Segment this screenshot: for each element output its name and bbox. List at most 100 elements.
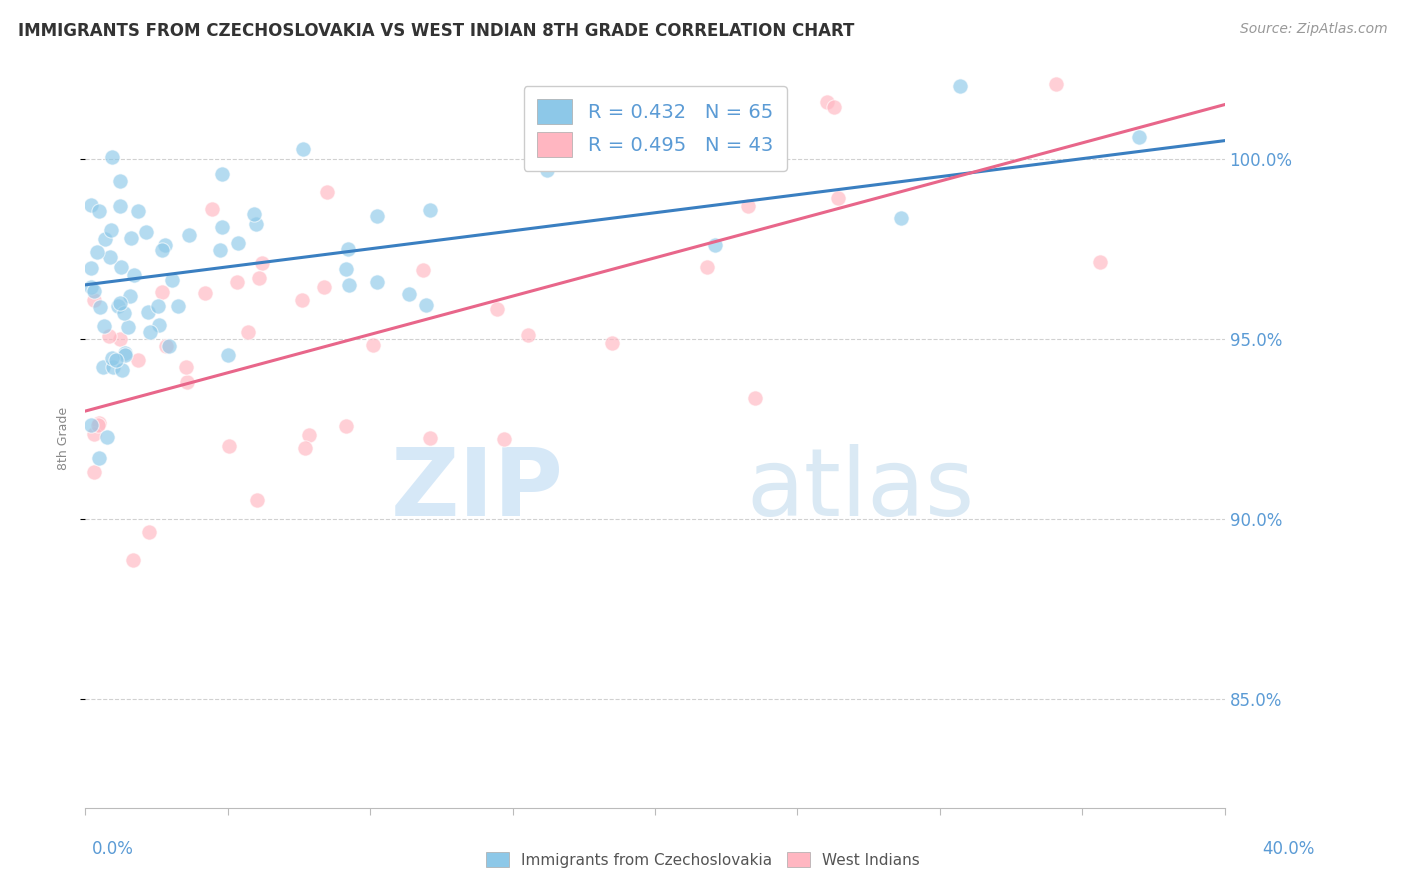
Point	[86, 245, 108, 260]
Point	[146, 299, 169, 313]
Point	[398, 287, 420, 301]
Point	[153, 238, 176, 252]
Point	[112, 306, 135, 320]
Point	[83, 465, 105, 479]
Point	[337, 278, 360, 293]
Point	[80, 417, 103, 432]
Text: 40.0%: 40.0%	[1263, 840, 1315, 858]
Point	[226, 235, 249, 250]
Point	[294, 442, 316, 456]
Point	[366, 209, 388, 223]
Point	[98, 250, 121, 264]
Point	[157, 339, 180, 353]
Point	[174, 359, 197, 374]
Point	[138, 305, 160, 319]
Point	[315, 185, 337, 199]
Point	[80, 197, 103, 211]
Point	[150, 285, 173, 299]
Point	[87, 204, 110, 219]
Point	[83, 285, 105, 299]
Point	[83, 427, 105, 442]
Point	[363, 338, 385, 352]
Point	[243, 207, 266, 221]
Point	[366, 276, 388, 290]
Point	[91, 359, 114, 374]
Point	[98, 329, 121, 343]
Point	[118, 289, 141, 303]
Point	[238, 326, 260, 340]
Point	[314, 280, 336, 294]
Point	[494, 432, 516, 446]
Point	[419, 431, 441, 445]
Point	[291, 142, 314, 156]
Point	[89, 300, 111, 314]
Point	[211, 168, 233, 182]
Text: atlas: atlas	[747, 444, 974, 536]
Point	[108, 174, 131, 188]
Point	[101, 150, 124, 164]
Point	[108, 198, 131, 212]
Point	[245, 217, 267, 231]
Point	[148, 318, 170, 333]
Point	[89, 417, 111, 431]
Point	[114, 348, 136, 362]
Y-axis label: 8th Grade: 8th Grade	[58, 407, 70, 469]
Point	[122, 553, 145, 567]
Point	[80, 280, 103, 294]
Point	[111, 363, 134, 377]
Point	[737, 199, 759, 213]
Point	[600, 336, 623, 351]
Point	[117, 320, 139, 334]
Legend: R = 0.432   N = 65, R = 0.495   N = 43: R = 0.432 N = 65, R = 0.495 N = 43	[523, 86, 786, 170]
Point	[291, 293, 314, 307]
Point	[127, 352, 149, 367]
Point	[108, 332, 131, 346]
Point	[155, 339, 177, 353]
Point	[1128, 130, 1150, 145]
Point	[209, 243, 232, 257]
Point	[335, 418, 357, 433]
Point	[107, 299, 129, 313]
Point	[890, 211, 912, 226]
Point	[744, 391, 766, 405]
Point	[298, 427, 321, 442]
Point	[337, 242, 360, 256]
Point	[815, 95, 838, 109]
Point	[89, 450, 111, 465]
Point	[138, 525, 160, 540]
Point	[80, 260, 103, 275]
Point	[949, 79, 972, 94]
Point	[419, 203, 441, 218]
Point	[335, 262, 357, 277]
Point	[167, 299, 190, 313]
Point	[152, 244, 174, 258]
Point	[93, 318, 115, 333]
Text: 0.0%: 0.0%	[91, 840, 134, 858]
Point	[94, 231, 117, 245]
Point	[827, 191, 849, 205]
Point	[250, 256, 273, 270]
Point	[412, 262, 434, 277]
Point	[120, 231, 142, 245]
Point	[127, 203, 149, 218]
Point	[96, 430, 118, 444]
Point	[516, 328, 538, 343]
Point	[247, 270, 270, 285]
Point	[101, 360, 124, 375]
Point	[87, 418, 110, 433]
Point	[704, 238, 727, 252]
Point	[176, 376, 198, 390]
Point	[194, 285, 217, 300]
Text: Source: ZipAtlas.com: Source: ZipAtlas.com	[1240, 22, 1388, 37]
Point	[139, 326, 162, 340]
Point	[83, 293, 105, 307]
Point	[217, 348, 239, 362]
Point	[211, 219, 233, 234]
Text: ZIP: ZIP	[391, 444, 564, 536]
Point	[200, 202, 222, 217]
Point	[823, 100, 845, 114]
Point	[485, 301, 508, 316]
Point	[110, 260, 132, 275]
Point	[536, 163, 558, 178]
Point	[696, 260, 718, 275]
